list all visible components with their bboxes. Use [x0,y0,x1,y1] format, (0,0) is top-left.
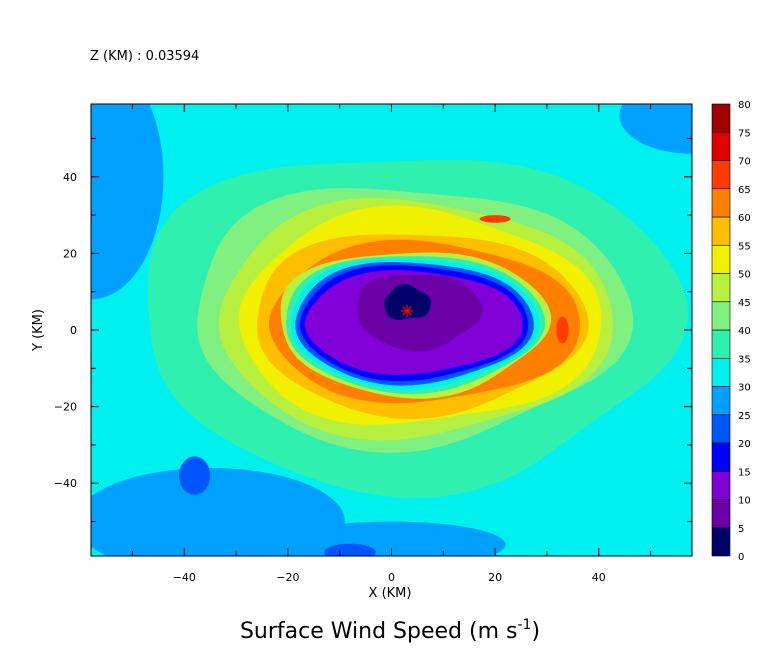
colorbar-swatch [711,160,731,190]
colorbar-label: 60 [738,213,751,224]
y-axis-label: Y (KM) [31,309,46,352]
outer-band-25-bottom [277,521,506,556]
colorbar-label: 5 [738,524,744,535]
max-65-north [479,215,511,223]
colorbar: 0 5 10 15 20 25 30 35 40 45 50 55 60 65 70 75 80 [711,100,751,563]
colorbar-swatch [711,386,731,416]
colorbar-label: 55 [738,241,751,252]
colorbar-label: 50 [738,270,751,281]
y-tick-label: −40 [54,477,77,490]
y-tick-label: 20 [63,247,77,260]
colorbar-label: 0 [738,552,744,563]
header-label: Z (KM) : 0.03594 [90,49,199,64]
x-tick-label: −40 [173,571,196,584]
band-0-eye [384,283,431,320]
colorbar-swatch [711,244,731,274]
colorbar-label: 25 [738,411,751,422]
chart-title-end: ) [531,619,540,644]
outer-band-25-bottomleft [91,467,345,556]
colorbar-swatch [711,188,731,218]
colorbar-swatch [711,301,731,331]
outer-band-25-left [91,104,164,300]
colorbar-swatch [711,414,731,444]
chart-title-sup: -1 [517,617,531,633]
x-tick-label: 20 [488,571,502,584]
colorbar-swatch [711,442,731,472]
colorbar-label: 20 [738,439,751,450]
colorbar-swatch [711,499,731,529]
colorbar-label: 35 [738,354,751,365]
colorbar-swatch [711,329,731,359]
colorbar-swatch [711,216,731,246]
outer-band-20-bottom [324,543,376,556]
outer-band-20-bottomleft [179,456,211,495]
colorbar-swatch [711,527,731,557]
x-axis-label: X (KM) [369,586,412,601]
chart-title-main: Surface Wind Speed (m s [240,619,518,644]
chart-title: Surface Wind Speed (m s-1) [240,617,540,644]
colorbar-label: 30 [738,383,751,394]
colorbar-label: 65 [738,185,751,196]
max-65-east [556,316,569,344]
y-tick-label: 40 [63,171,77,184]
colorbar-swatch [711,357,731,387]
plot-area [91,104,692,556]
colorbar-swatch [711,273,731,303]
x-tick-label: 0 [388,571,395,584]
axes: −40 −20 0 20 40 −40 −20 0 20 40 [54,103,693,584]
colorbar-label: 10 [738,496,751,507]
colorbar-label: 75 [738,128,751,139]
colorbar-swatch [711,103,731,133]
x-tick-label: 40 [592,571,606,584]
colorbar-label: 70 [738,157,751,168]
outer-band-25-topright [619,104,692,154]
x-tick-label: −20 [276,571,299,584]
colorbar-label: 45 [738,298,751,309]
colorbar-label: 80 [738,100,751,111]
colorbar-label: 15 [738,467,751,478]
storm-center-marker [401,304,414,317]
contour-field [91,104,692,556]
y-tick-label: 0 [70,324,77,337]
y-tick-label: −20 [54,401,77,414]
colorbar-swatch [711,131,731,161]
colorbar-swatch [711,470,731,500]
colorbar-label: 40 [738,326,751,337]
